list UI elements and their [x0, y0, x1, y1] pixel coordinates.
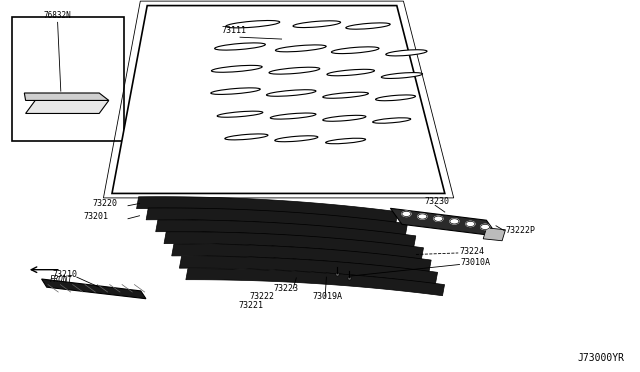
Text: 73222P: 73222P	[506, 226, 536, 235]
Ellipse shape	[217, 111, 263, 117]
Ellipse shape	[293, 21, 340, 28]
Text: 73230: 73230	[424, 197, 449, 206]
Circle shape	[402, 211, 411, 217]
Circle shape	[418, 214, 427, 219]
Polygon shape	[26, 100, 109, 113]
Text: 73224: 73224	[460, 247, 484, 256]
Circle shape	[434, 216, 443, 221]
Polygon shape	[186, 269, 445, 296]
Circle shape	[450, 219, 459, 224]
Ellipse shape	[323, 92, 369, 98]
Ellipse shape	[326, 138, 365, 144]
Polygon shape	[146, 208, 408, 235]
Ellipse shape	[270, 113, 316, 119]
Polygon shape	[42, 279, 146, 299]
Text: J73000YR: J73000YR	[577, 353, 624, 363]
Ellipse shape	[323, 115, 366, 121]
Polygon shape	[390, 208, 498, 236]
Polygon shape	[112, 6, 445, 193]
Text: 73111: 73111	[221, 26, 246, 35]
Text: 73220: 73220	[93, 199, 118, 208]
Polygon shape	[179, 256, 438, 284]
Ellipse shape	[211, 65, 262, 72]
Text: 73221: 73221	[238, 301, 263, 310]
Bar	[483, 228, 506, 241]
Polygon shape	[156, 220, 416, 248]
Polygon shape	[24, 93, 109, 100]
Text: FRONT: FRONT	[49, 275, 72, 284]
Ellipse shape	[327, 69, 374, 76]
Text: 73201: 73201	[83, 212, 108, 221]
Ellipse shape	[275, 45, 326, 52]
Ellipse shape	[275, 136, 318, 142]
Ellipse shape	[372, 118, 411, 123]
Ellipse shape	[226, 20, 280, 28]
Text: 73019A: 73019A	[312, 292, 342, 301]
Ellipse shape	[386, 50, 427, 56]
Circle shape	[466, 221, 475, 227]
Ellipse shape	[332, 47, 379, 54]
Ellipse shape	[211, 88, 260, 94]
Polygon shape	[172, 244, 431, 272]
Ellipse shape	[269, 67, 320, 74]
Polygon shape	[136, 197, 398, 224]
Ellipse shape	[266, 90, 316, 96]
Text: 76832N: 76832N	[44, 12, 72, 20]
Ellipse shape	[225, 134, 268, 140]
Text: 73210: 73210	[52, 270, 77, 279]
Text: 73010A: 73010A	[461, 258, 491, 267]
Ellipse shape	[376, 95, 415, 101]
Text: 73222: 73222	[250, 292, 275, 301]
Ellipse shape	[381, 73, 422, 78]
Polygon shape	[164, 232, 424, 260]
Circle shape	[481, 224, 490, 230]
Bar	[12, 17, 124, 141]
Text: 73223: 73223	[274, 284, 299, 293]
Ellipse shape	[214, 43, 266, 50]
Ellipse shape	[346, 23, 390, 29]
